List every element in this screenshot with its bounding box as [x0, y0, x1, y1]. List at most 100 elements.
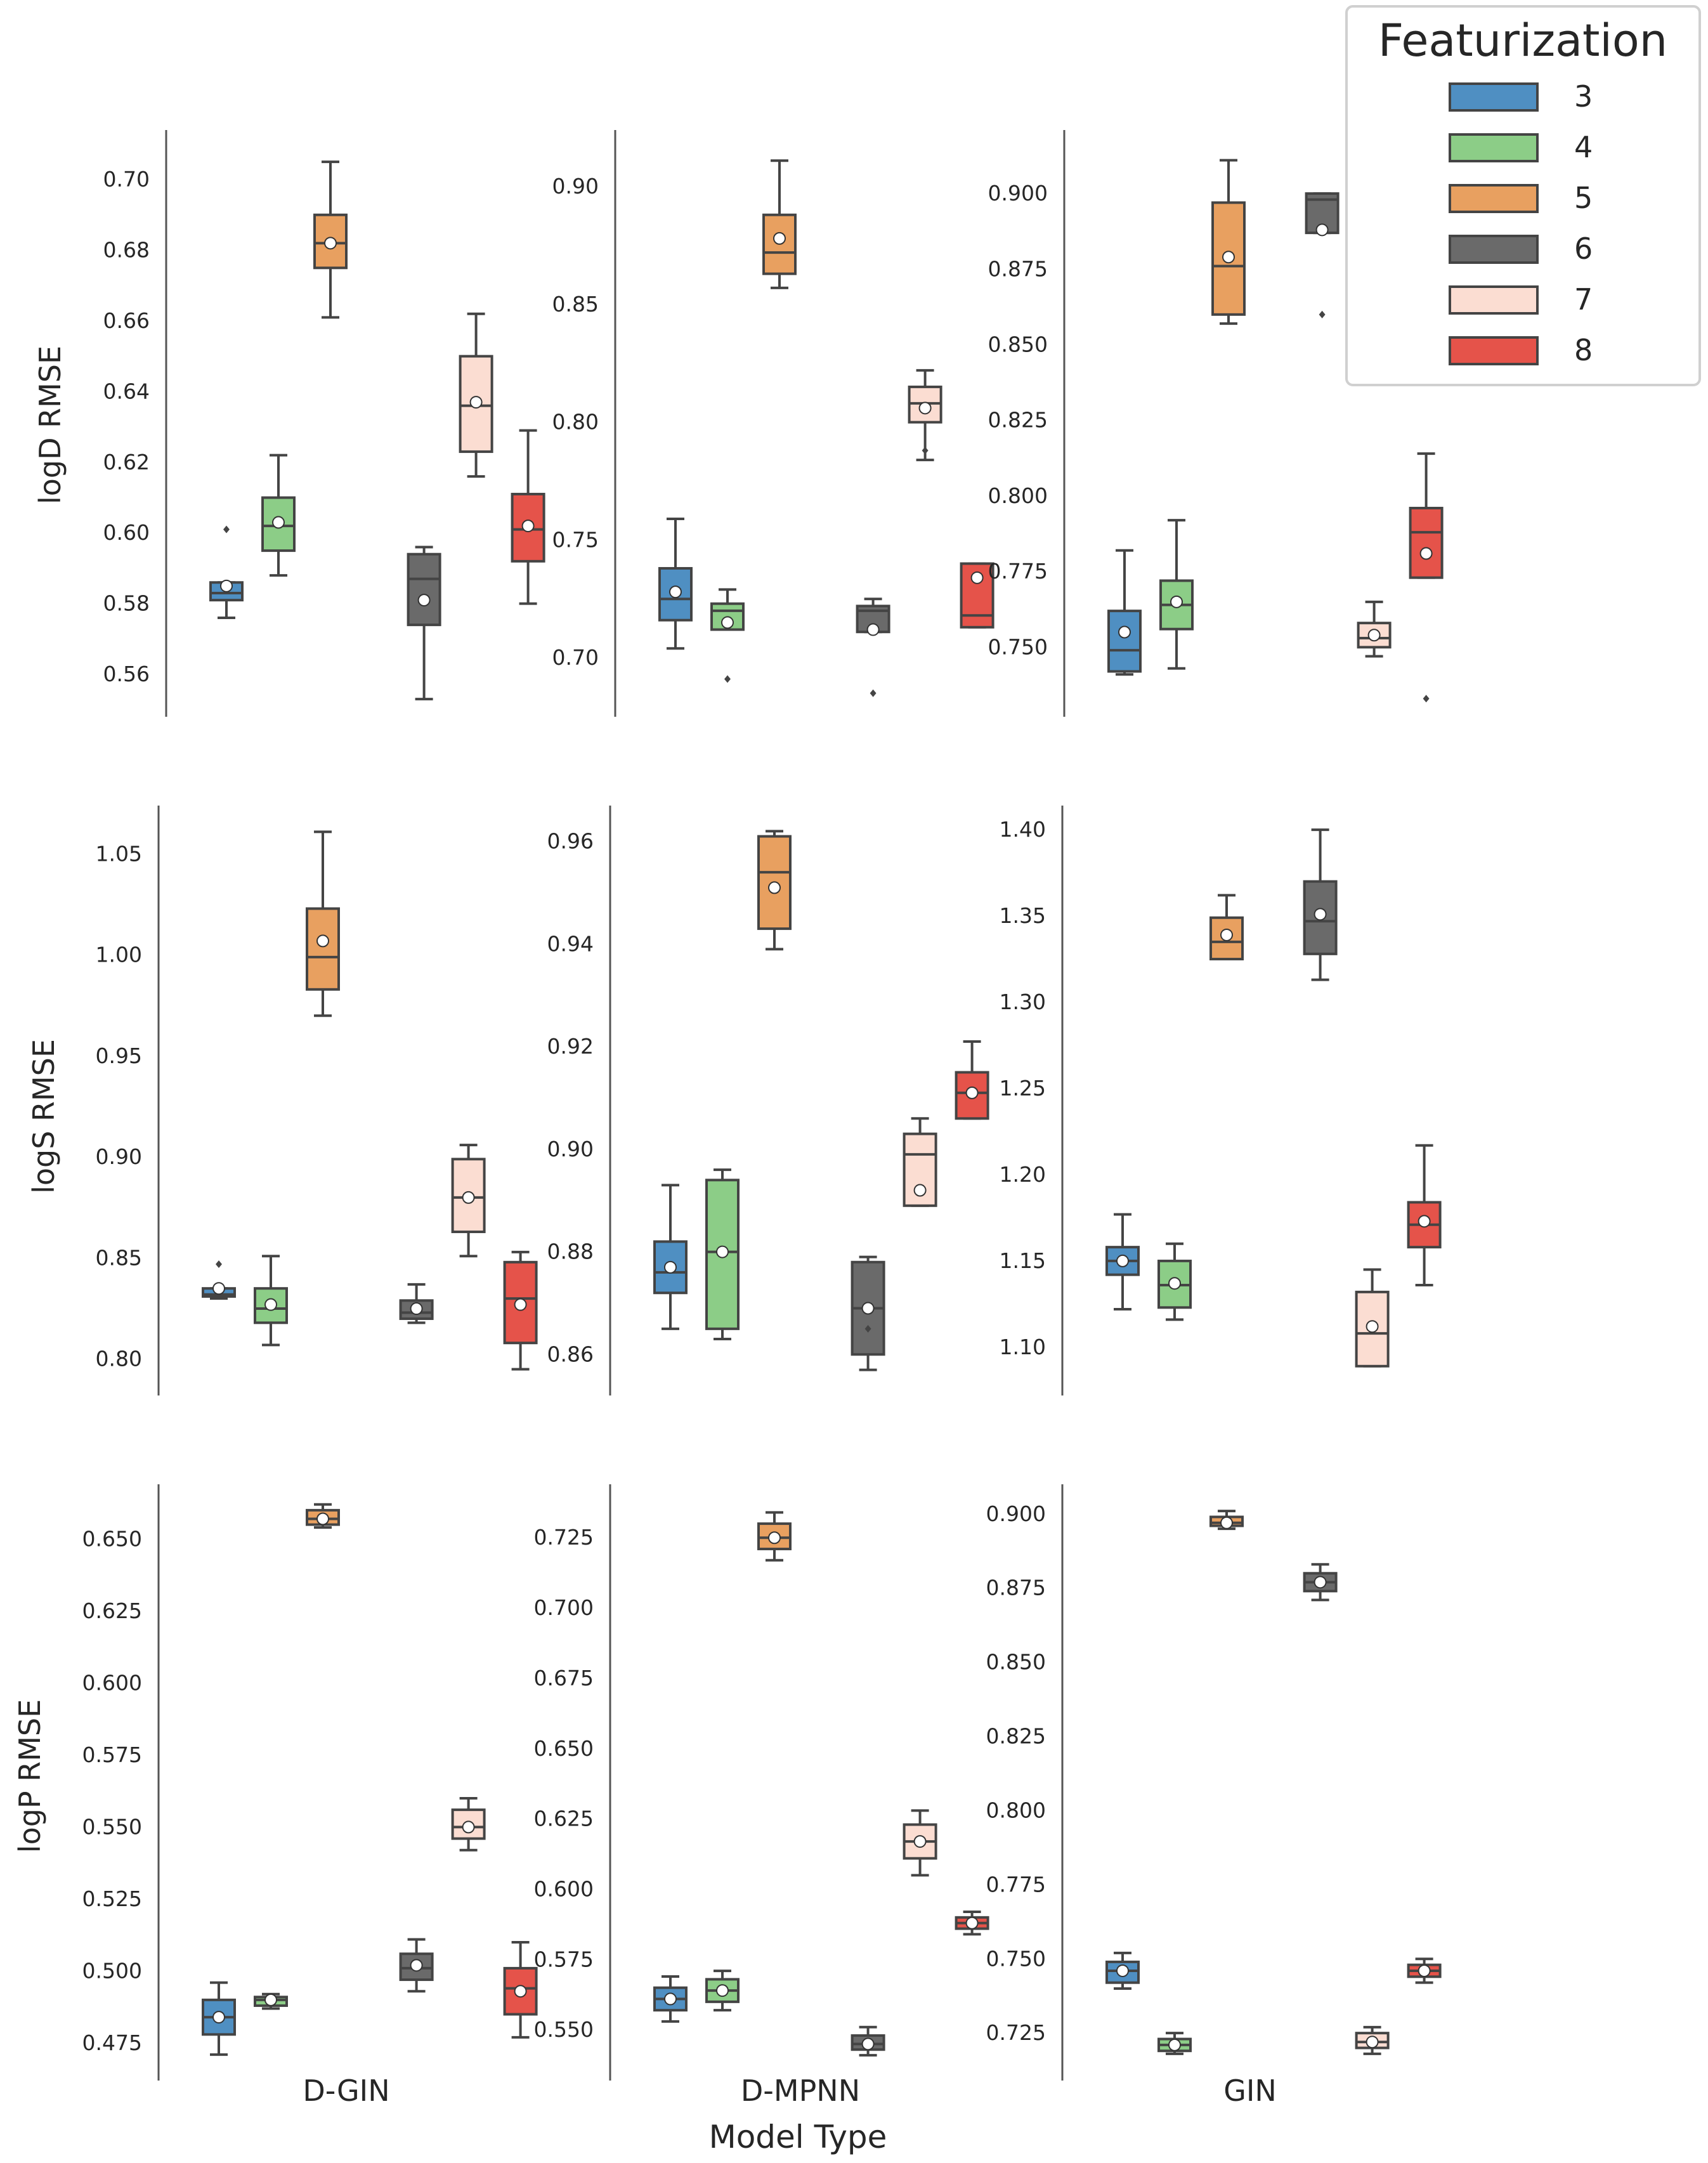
box-feat-7	[903, 1809, 937, 1877]
outlier-point	[870, 689, 877, 697]
y-tick-label: 0.875	[986, 1576, 1046, 1600]
y-tick-label: 0.80	[552, 410, 599, 435]
legend-item-6: 6	[1449, 232, 1593, 266]
y-tick-label: 0.70	[552, 645, 599, 670]
legend-swatch	[1449, 285, 1539, 315]
y-tick-label: 0.60	[103, 520, 150, 545]
box-feat-3	[209, 525, 244, 619]
panel-logs-d-mpnn: 0.86 0.88 0.90 0.92 0.94 0.96	[547, 806, 989, 1395]
y-tick-label: 0.64	[103, 379, 150, 403]
mean-marker	[664, 1260, 677, 1274]
mean-marker	[1367, 629, 1381, 642]
box-feat-4	[254, 1255, 288, 1347]
y-tick-label: 0.825	[988, 408, 1048, 433]
mean-marker	[866, 623, 880, 636]
panel-logp-d-mpnn: 0.550 0.575 0.600 0.625 0.650 0.675 0.700 0.725	[534, 1484, 989, 2081]
mean-marker	[1314, 1576, 1327, 1589]
box-feat-4	[254, 1992, 288, 2010]
legend-item-7: 7	[1449, 282, 1593, 317]
legend-item-4: 4	[1449, 130, 1593, 164]
box-feat-6	[851, 1255, 885, 1371]
box-feat-3	[202, 1260, 236, 1300]
y-tick-label: 0.850	[988, 332, 1048, 357]
box-feat-6	[851, 2025, 885, 2057]
mean-marker	[913, 1184, 927, 1197]
legend-label: 4	[1574, 130, 1593, 164]
panel-logd-gin: 0.750 0.775 0.800 0.825 0.850 0.875 0.900	[988, 130, 1444, 717]
mean-marker	[965, 1086, 979, 1099]
x-category-d-mpnn: D-MPNN	[741, 2074, 860, 2108]
legend-item-8: 8	[1449, 333, 1593, 367]
panel-logs-gin: 1.10 1.15 1.20 1.25 1.30 1.35 1.40	[1000, 806, 1442, 1395]
y-tick-label: 0.725	[986, 2020, 1046, 2045]
mean-marker	[716, 1245, 729, 1258]
y-tick-label: 0.800	[988, 483, 1048, 508]
y-tick-label: 1.10	[1000, 1335, 1046, 1359]
outlier-point	[922, 447, 929, 455]
y-tick-label: 0.625	[82, 1598, 142, 1623]
box-feat-7	[451, 1796, 486, 1852]
y-tick-label: 0.90	[96, 1144, 142, 1169]
iqr-box	[1107, 610, 1142, 673]
legend-title: Featurization	[1378, 15, 1667, 67]
y-tick-label: 0.90	[552, 174, 599, 199]
mean-marker	[1220, 928, 1233, 941]
y-axis-label-logd: logD RMSE	[33, 346, 67, 504]
mean-marker	[1314, 908, 1327, 921]
y-tick-label: 0.850	[986, 1650, 1046, 1675]
box-feat-7	[1357, 600, 1392, 658]
box-feat-6	[856, 598, 890, 697]
y-tick-label: 0.58	[103, 591, 150, 616]
y-tick-label: 0.775	[988, 559, 1048, 584]
box-feat-3	[653, 1184, 688, 1330]
box-feat-3	[1105, 1213, 1140, 1311]
y-tick-label: 0.92	[547, 1034, 594, 1059]
legend-swatch	[1449, 235, 1539, 264]
y-tick-label: 0.80	[96, 1347, 142, 1371]
legend-swatch	[1449, 133, 1539, 162]
box-feat-6	[1303, 1563, 1338, 1602]
y-tick-label: 0.550	[534, 2017, 594, 2042]
mean-marker	[514, 1298, 527, 1311]
box-feat-4	[710, 588, 745, 683]
outlier-point	[223, 525, 230, 533]
box-feat-5	[1209, 894, 1244, 961]
box-feat-4	[261, 454, 296, 577]
y-tick-label: 0.500	[82, 1958, 142, 1983]
y-tick-label: 0.725	[534, 1525, 594, 1550]
box-feat-5	[1211, 159, 1246, 325]
mean-marker	[521, 520, 535, 533]
y-tick-label: 0.525	[82, 1886, 142, 1911]
mean-marker	[462, 1820, 475, 1834]
iqr-box	[710, 602, 745, 631]
panel-logd-d-mpnn: 0.70 0.75 0.80 0.85 0.90	[552, 130, 994, 717]
y-tick-label: 0.650	[82, 1526, 142, 1551]
panel-logp-gin: 0.725 0.750 0.775 0.800 0.825 0.850 0.875 0.900	[986, 1484, 1442, 2081]
mean-marker	[1116, 1964, 1129, 1977]
y-tick-label: 1.35	[1000, 903, 1046, 928]
mean-marker	[768, 881, 781, 894]
legend-label: 3	[1574, 79, 1593, 114]
mean-marker	[669, 585, 682, 599]
mean-marker	[1170, 595, 1183, 608]
mean-marker	[1366, 2036, 1379, 2049]
y-tick-label: 0.90	[547, 1137, 594, 1161]
y-tick-label: 0.650	[534, 1736, 594, 1761]
mean-marker	[220, 579, 233, 592]
mean-marker	[324, 237, 337, 250]
legend-label: 7	[1574, 282, 1593, 317]
panel-grid: 0.56 0.58 0.60 0.62 0.64 0.66 0.68 0.70 0.70 0.75…	[82, 130, 1444, 2081]
box-feat-8	[1407, 1957, 1442, 1984]
mean-marker	[1419, 547, 1433, 560]
legend-item-5: 5	[1449, 181, 1593, 215]
y-tick-label: 0.62	[103, 450, 150, 474]
box-feat-8	[1407, 1144, 1442, 1286]
outlier-point	[216, 1260, 222, 1268]
y-tick-label: 1.20	[1000, 1162, 1046, 1187]
box-feat-5	[306, 830, 340, 1017]
y-tick-label: 0.800	[986, 1798, 1046, 1822]
y-tick-label: 0.550	[82, 1814, 142, 1839]
y-tick-label: 1.05	[96, 841, 142, 866]
box-feat-5	[757, 830, 792, 951]
iqr-box	[653, 1240, 688, 1295]
